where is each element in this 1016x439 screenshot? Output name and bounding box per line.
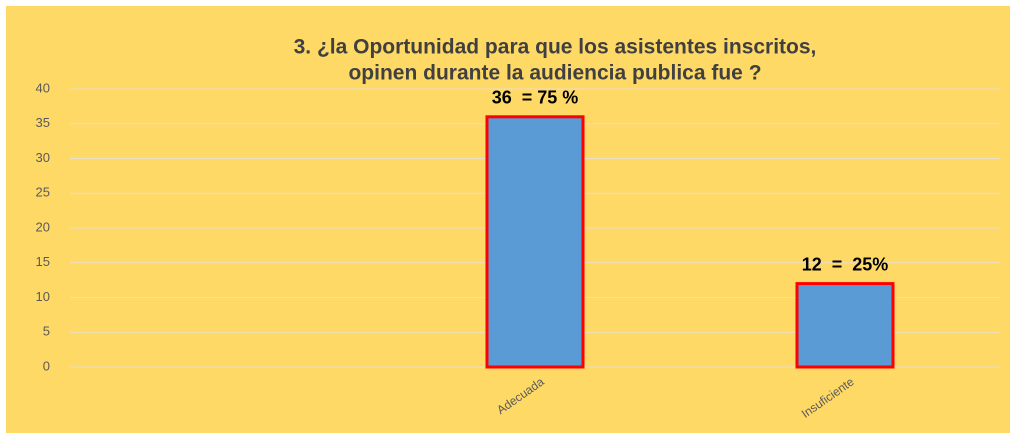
y-tick-label: 30 (36, 150, 50, 165)
chart-title: 3. ¿la Oportunidad para que los asistent… (294, 36, 817, 59)
y-tick-label: 10 (36, 289, 50, 304)
chart-title: opinen durante la audiencia publica fue … (348, 62, 761, 85)
bar (795, 282, 895, 369)
value-label: 36 = 75 % (492, 88, 579, 108)
y-tick-label: 40 (36, 80, 50, 95)
bar (485, 115, 585, 369)
y-tick-label: 20 (36, 219, 50, 234)
y-tick-label: 35 (36, 115, 50, 130)
y-tick-label: 5 (43, 324, 50, 339)
y-tick-label: 0 (43, 358, 50, 373)
value-label: 12 = 25% (802, 254, 889, 274)
y-tick-label: 25 (36, 185, 50, 200)
y-tick-label: 15 (36, 254, 50, 269)
